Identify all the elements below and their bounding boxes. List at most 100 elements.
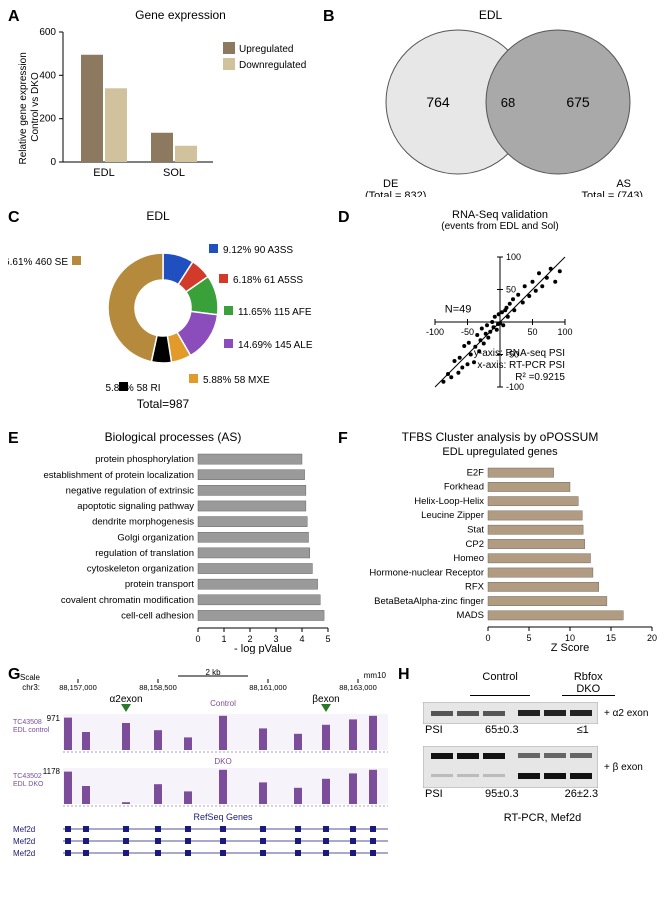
svg-text:protein phosphorylation: protein phosphorylation [95, 454, 194, 465]
panel-c-title: EDL [0, 209, 338, 223]
svg-text:971: 971 [47, 714, 61, 723]
svg-text:Homeo: Homeo [453, 553, 484, 564]
svg-text:Total = (743): Total = (743) [582, 190, 643, 197]
svg-text:1: 1 [221, 634, 226, 644]
svg-text:EDL control: EDL control [13, 727, 50, 734]
svg-text:chr3:: chr3: [22, 683, 40, 692]
panel-h-gel: Control Rbfox DKO + α2 exon PSI 65±0.3 ≤… [398, 666, 662, 824]
svg-text:100: 100 [506, 252, 521, 262]
svg-text:Total=987: Total=987 [137, 397, 190, 411]
panel-a-title: Gene expression [38, 8, 323, 22]
panel-c-label: C [8, 209, 20, 227]
svg-text:Forkhead: Forkhead [444, 482, 484, 493]
svg-text:dendrite morphogenesis: dendrite morphogenesis [92, 517, 194, 528]
svg-text:regulation of translation: regulation of translation [95, 548, 194, 559]
svg-text:Upregulated: Upregulated [239, 44, 293, 55]
svg-text:DKO: DKO [214, 757, 231, 766]
svg-text:α2exon: α2exon [109, 694, 142, 705]
svg-text:covalent chromatin modificatio: covalent chromatin modification [61, 595, 194, 606]
panel-d-label: D [338, 209, 350, 227]
svg-text:protein transport: protein transport [125, 579, 195, 590]
panel-c-donut: 9.12% 90 A3SS 6.18% 61 A5SS 11.65% 115 AFE… [8, 223, 338, 418]
svg-text:6.18% 61 A5SS: 6.18% 61 A5SS [233, 275, 303, 286]
svg-text:50: 50 [527, 327, 537, 337]
svg-text:Mef2d: Mef2d [13, 849, 35, 858]
svg-text:AS: AS [616, 178, 631, 190]
svg-text:SOL: SOL [163, 167, 185, 179]
svg-text:20: 20 [647, 633, 657, 643]
svg-text:cytoskeleton organization: cytoskeleton organization [87, 564, 194, 575]
svg-text:46.61% 460 SE: 46.61% 460 SE [8, 257, 68, 268]
svg-text:Z Score: Z Score [551, 642, 590, 653]
panel-f-label: F [338, 430, 348, 448]
panel-a-chart: Relative gene expression Control vs DKO … [8, 22, 323, 192]
svg-text:negative regulation of extrins: negative regulation of extrinsic [66, 485, 195, 496]
svg-text:1178: 1178 [43, 767, 61, 776]
svg-text:11.65% 115 AFE: 11.65% 115 AFE [238, 307, 312, 318]
svg-text:x-axis: RT-PCR PSI: x-axis: RT-PCR PSI [477, 360, 565, 371]
svg-text:CP2: CP2 [466, 539, 484, 550]
svg-text:Helix-Loop-Helix: Helix-Loop-Helix [414, 496, 484, 507]
svg-text:RefSeq Genes: RefSeq Genes [193, 812, 253, 822]
svg-text:0: 0 [195, 634, 200, 644]
svg-text:R² =0.9215: R² =0.9215 [515, 372, 565, 383]
svg-text:-100: -100 [506, 382, 524, 392]
svg-text:EDL: EDL [93, 167, 114, 179]
panel-h-label: H [398, 666, 410, 684]
svg-text:mm10: mm10 [364, 671, 387, 680]
svg-text:TC43502: TC43502 [13, 773, 42, 780]
svg-text:Stat: Stat [467, 525, 484, 536]
panel-e-title: Biological processes (AS) [8, 430, 338, 444]
svg-text:9.12% 90 A3SS: 9.12% 90 A3SS [223, 245, 293, 256]
svg-text:-100: -100 [426, 327, 444, 337]
panel-b-title: EDL [323, 8, 658, 22]
svg-text:5: 5 [325, 634, 330, 644]
svg-text:Downregulated: Downregulated [239, 60, 306, 71]
svg-text:600: 600 [39, 27, 56, 38]
svg-text:68: 68 [501, 95, 515, 110]
svg-text:400: 400 [39, 70, 56, 81]
panel-d-subtitle: (events from EDL and Sol) [338, 221, 662, 232]
svg-text:100: 100 [557, 327, 572, 337]
panel-e-label: E [8, 430, 19, 448]
svg-text:764: 764 [426, 94, 450, 110]
svg-text:14.69% 145 ALE: 14.69% 145 ALE [238, 340, 313, 351]
svg-text:MADS: MADS [457, 610, 484, 621]
svg-text:200: 200 [39, 114, 56, 125]
svg-text:Mef2d: Mef2d [13, 837, 35, 846]
svg-text:establishment of protein loca: establishment of protein localization [43, 470, 194, 481]
panel-d-title: RNA-Seq validation [338, 209, 662, 221]
svg-text:5: 5 [526, 633, 531, 643]
svg-text:(Total = 832): (Total = 832) [365, 190, 426, 197]
svg-text:TC43508: TC43508 [13, 719, 42, 726]
svg-text:4: 4 [299, 634, 304, 644]
svg-text:cell-cell adhesion: cell-cell adhesion [121, 610, 194, 621]
svg-text:DE: DE [383, 178, 398, 190]
panel-e-chart: protein phosphorylation establishment of … [8, 444, 338, 654]
svg-text:675: 675 [566, 94, 590, 110]
svg-text:2 kb: 2 kb [205, 668, 221, 677]
svg-text:Relative gene expression: Relative gene expression Control vs DKO [18, 49, 41, 164]
svg-text:15: 15 [606, 633, 616, 643]
svg-text:88,157,000: 88,157,000 [59, 683, 97, 692]
panel-f-chart: E2FForkheadHelix-Loop-HelixLeucine Zippe… [338, 458, 662, 653]
panel-d-scatter: -100-100-50-505050100100N=49y-axis: RNA-… [338, 232, 662, 412]
svg-text:88,161,000: 88,161,000 [249, 683, 287, 692]
svg-text:88,163,000: 88,163,000 [339, 683, 377, 692]
svg-text:88,158,500: 88,158,500 [139, 683, 177, 692]
svg-text:Golgi organization: Golgi organization [117, 532, 194, 543]
panel-g-label: G [8, 666, 20, 684]
panel-f-title: TFBS Cluster analysis by oPOSSUM [338, 430, 662, 444]
svg-text:apoptotic signaling pathway: apoptotic signaling pathway [77, 501, 194, 512]
svg-text:5.88% 58 RI: 5.88% 58 RI [105, 383, 160, 394]
svg-text:50: 50 [506, 285, 516, 295]
svg-text:Mef2d: Mef2d [13, 825, 35, 834]
svg-text:N=49: N=49 [445, 303, 472, 315]
panel-g-tracks: Scale2 kbmm10chr3:88,157,00088,158,50088… [8, 666, 398, 881]
svg-text:RFX: RFX [465, 582, 485, 593]
svg-text:BetaBetaAlpha-zinc finger: BetaBetaAlpha-zinc finger [374, 596, 484, 607]
panel-b-venn: 764 68 675 DE AS (Total = 832) Total = (… [323, 22, 658, 197]
panel-a-label: A [8, 8, 20, 26]
panel-b-label: B [323, 8, 335, 26]
svg-text:Leucine Zipper: Leucine Zipper [421, 510, 484, 521]
